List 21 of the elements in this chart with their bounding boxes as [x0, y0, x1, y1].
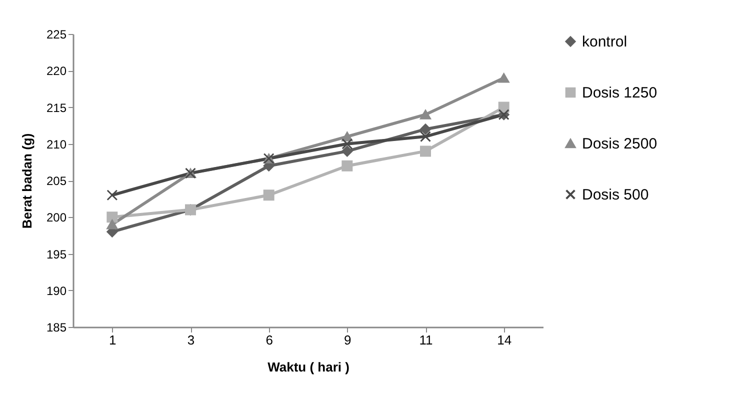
y-tick-label: 205: [46, 174, 67, 188]
legend-label: kontrol: [582, 34, 628, 50]
x-tick-label: 6: [266, 332, 273, 348]
x-tick-label: 1: [109, 332, 116, 348]
x-axis-title: Waktu ( hari ): [268, 360, 350, 374]
legend-label: Dosis 1250: [582, 84, 658, 102]
x-tick-label: 11: [419, 332, 433, 348]
x-tick-label: 3: [187, 332, 195, 348]
y-tick-label: 190: [46, 284, 67, 298]
y-tick-label: 225: [46, 28, 67, 42]
x-tick-label: 9: [344, 332, 352, 348]
y-tick-label: 215: [46, 100, 67, 115]
legend-label: Dosis 500: [582, 186, 649, 204]
y-tick-label: 220: [46, 64, 67, 78]
y-tick-label: 195: [46, 247, 67, 262]
legend-label: Dosis 2500: [582, 136, 658, 152]
y-tick-label: 200: [46, 210, 67, 225]
y-tick-label: 210: [46, 137, 67, 152]
x-tick-label: 14: [497, 332, 512, 348]
y-axis-title: Berat badan (g): [19, 133, 34, 229]
y-tick-label: 185: [46, 320, 67, 334]
